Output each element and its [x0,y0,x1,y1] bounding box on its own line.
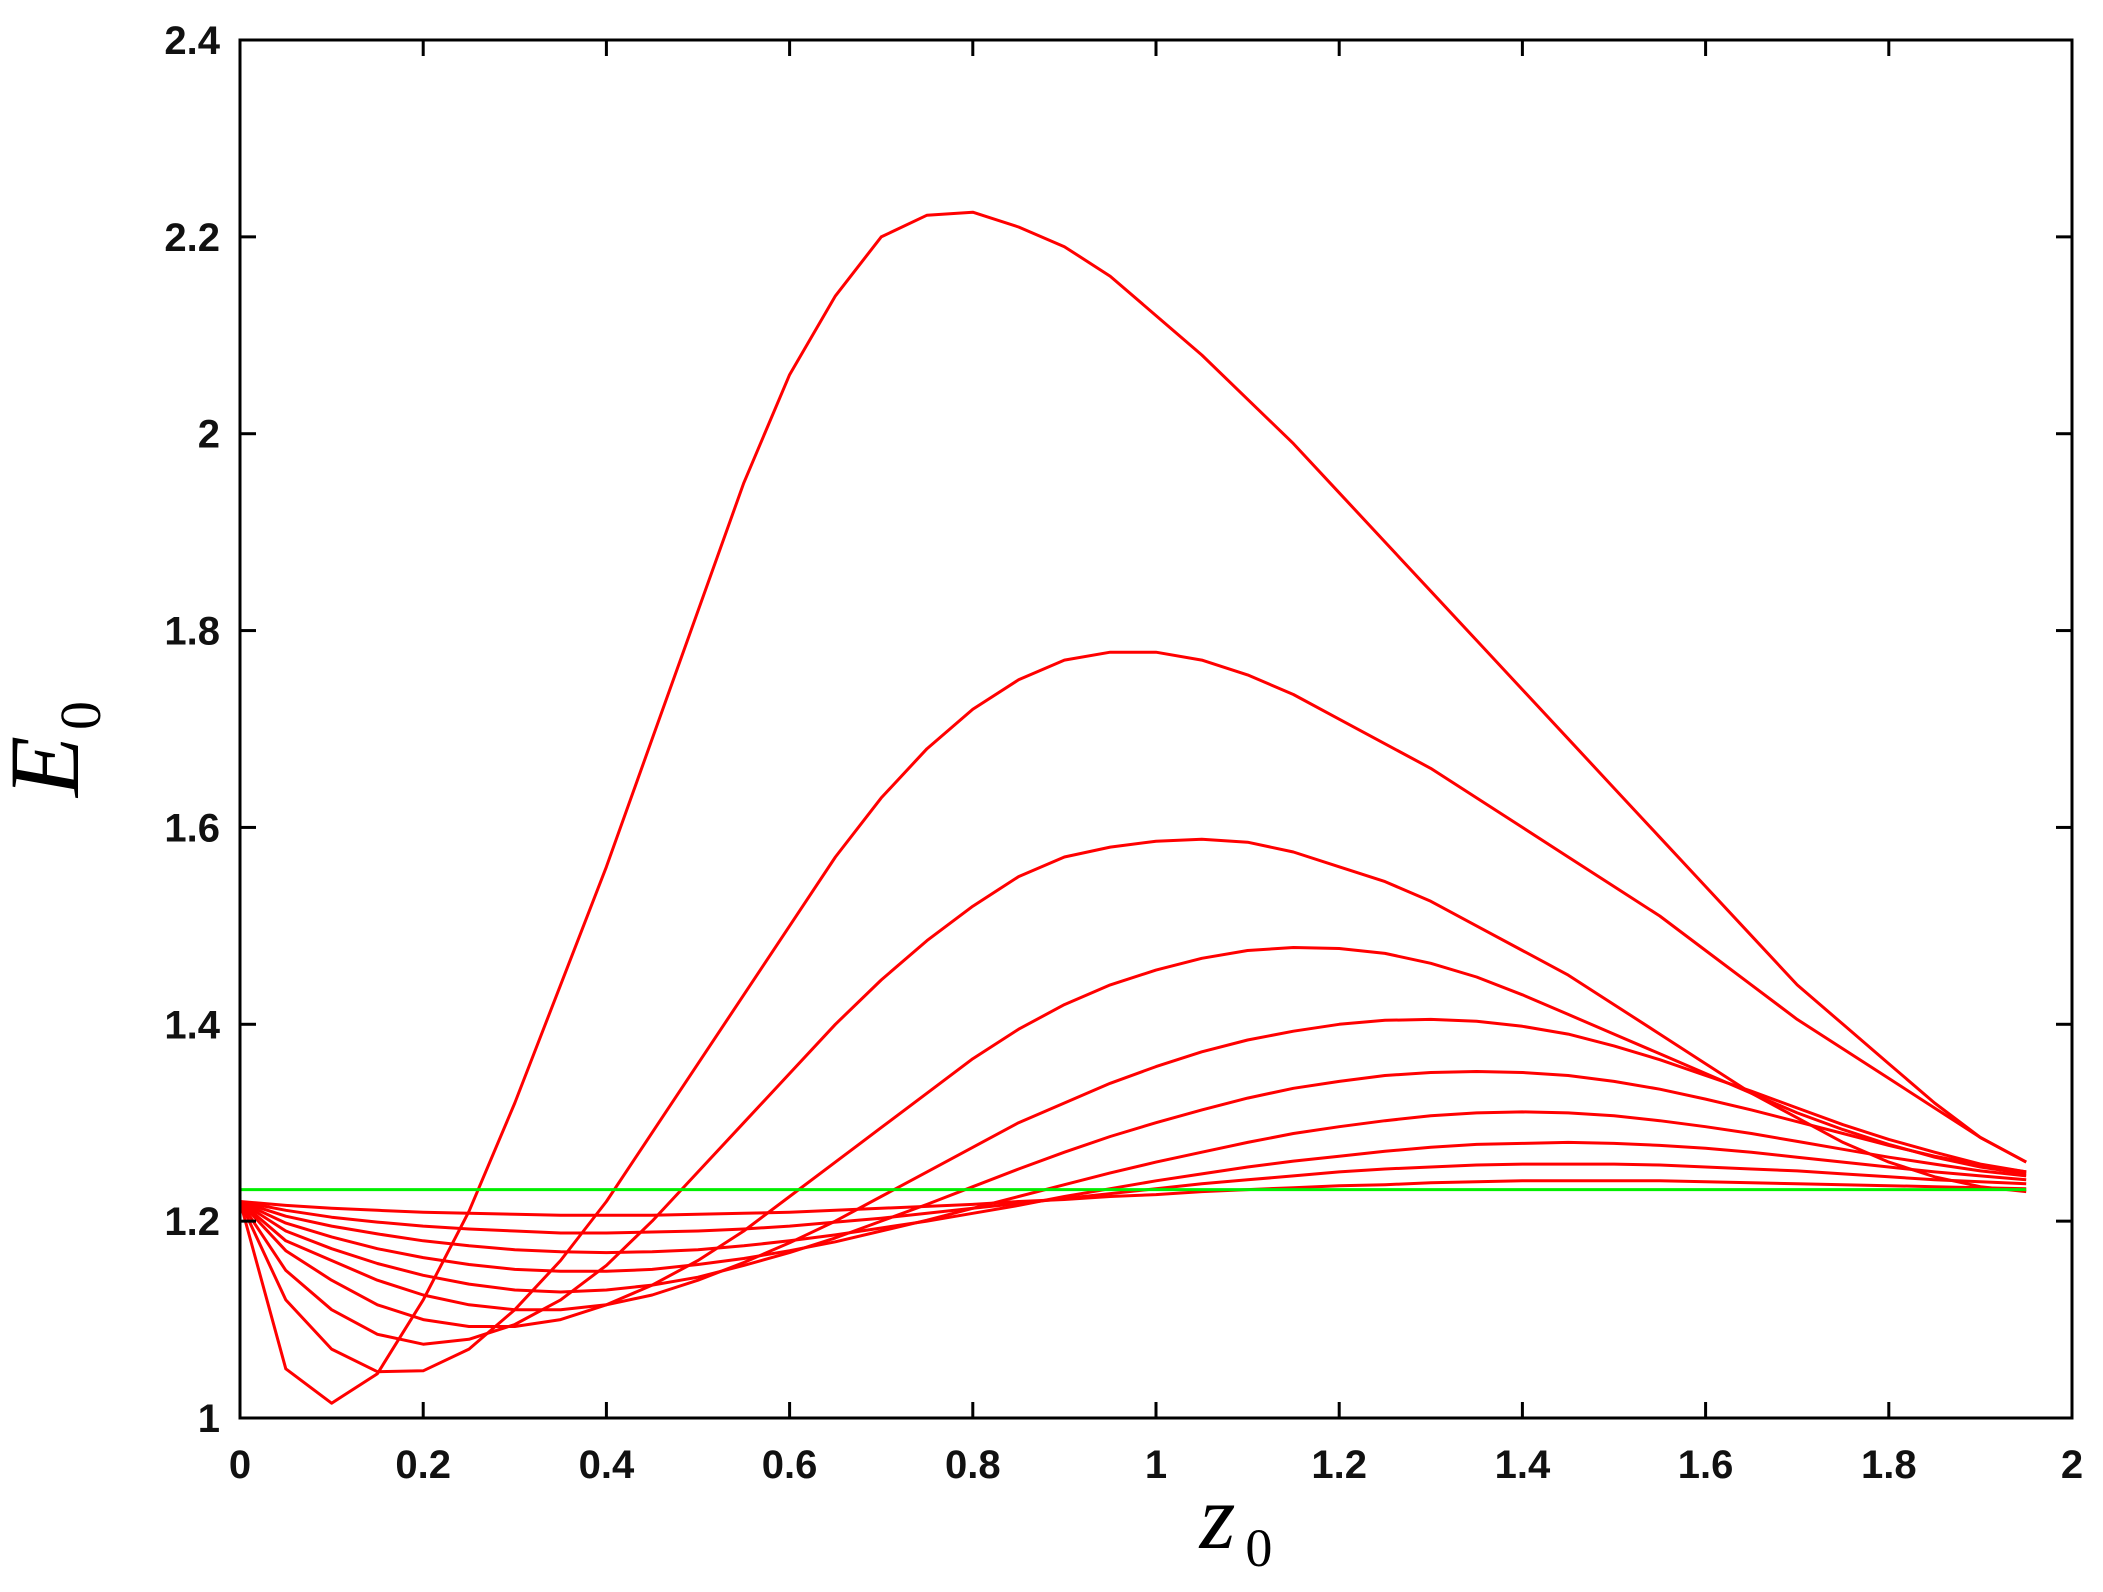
series-line-6 [239,1070,2027,1294]
series-line-1 [238,210,2027,1405]
x-tick-label: 0.6 [762,1443,818,1487]
plot-frame [238,38,2074,1420]
series-line-8 [239,1140,2027,1255]
y-tick-label: 2 [198,413,220,457]
y-tick-label: 2.4 [164,19,220,63]
x-tick-label: 0.8 [945,1443,1001,1487]
series-line-2 [238,650,2027,1374]
series-layer [238,210,2027,1405]
y-tick-label: 1.2 [164,1200,220,1244]
series-line-5 [239,1017,2027,1312]
y-tick-label: 1.6 [164,806,220,850]
x-axis-title-subscript: 0 [1245,1518,1272,1578]
y-axis-title-symbol: E [0,736,100,799]
y-tick-label: 2.2 [164,216,220,260]
tick-layer: 0 0.2 0.4 0.6 0.8 1 1.2 1.4 1.6 1.8 2 1 1.2 1.4 1.6 1.8… [164,19,2083,1487]
x-tick-label: 0 [229,1443,251,1487]
x-tick-label: 1.8 [1861,1443,1917,1487]
x-tick-label: 1.6 [1678,1443,1734,1487]
y-axis-title-subscript: 0 [48,701,113,730]
y-axis-title: E0 [0,701,113,799]
x-tick-label: 0.2 [395,1443,451,1487]
x-tick-label: 2 [2061,1443,2083,1487]
series-line-10 [239,1179,2027,1217]
x-tick-label: 1.2 [1311,1443,1367,1487]
series-line-3 [238,837,2027,1346]
y-tick-label: 1.4 [164,1003,220,1047]
y-tick-label: 1 [198,1397,220,1441]
series-line-9 [239,1162,2027,1235]
series-line-7 [239,1110,2027,1273]
x-tick-label: 0.4 [579,1443,635,1487]
y-tick-label: 1.8 [164,610,220,654]
x-axis-title-symbol: z [1198,1466,1236,1568]
x-tick-label: 1 [1145,1443,1167,1487]
x-tick-label: 1.4 [1495,1443,1551,1487]
